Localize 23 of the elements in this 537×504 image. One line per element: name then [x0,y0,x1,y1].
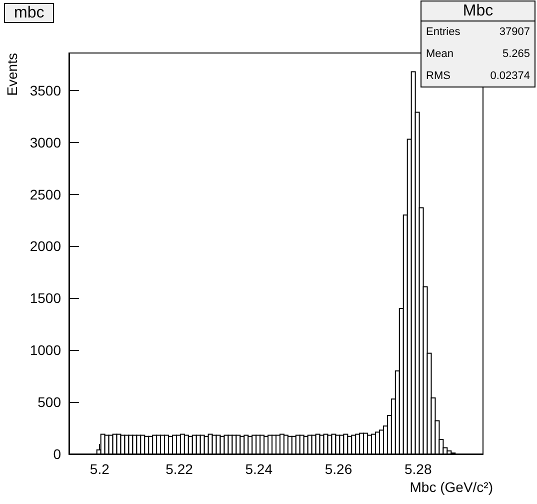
y-tick-label: 1000 [30,342,62,358]
x-tick-label: 5.24 [245,461,273,477]
y-tick-label: 1500 [30,290,62,306]
y-tick-label: 0 [53,446,62,462]
text: 0.02374 [490,70,530,82]
x-tick-label: 5.22 [166,461,194,477]
y-tick-label: 500 [38,394,62,410]
y-axis-title: Events [4,53,20,96]
chart-title: mbc [14,4,44,22]
text: 5.265 [502,48,530,60]
y-tick-label: 2500 [30,186,62,202]
y-tick-label: 3500 [30,82,62,98]
annotation: RMS [426,70,450,82]
y-tick-label: 2000 [30,238,62,254]
x-axis-title: Mbc (GeV/c²) [410,479,493,495]
annotation: Mean [426,48,454,60]
text: 37907 [499,26,530,38]
x-tick-label: 5.28 [404,461,432,477]
text: Mbc [462,2,494,20]
x-tick-label: 5.26 [324,461,352,477]
x-tick-label: 5.2 [90,461,110,477]
text: Entries [426,26,461,38]
y-tick-label: 3000 [30,134,62,150]
